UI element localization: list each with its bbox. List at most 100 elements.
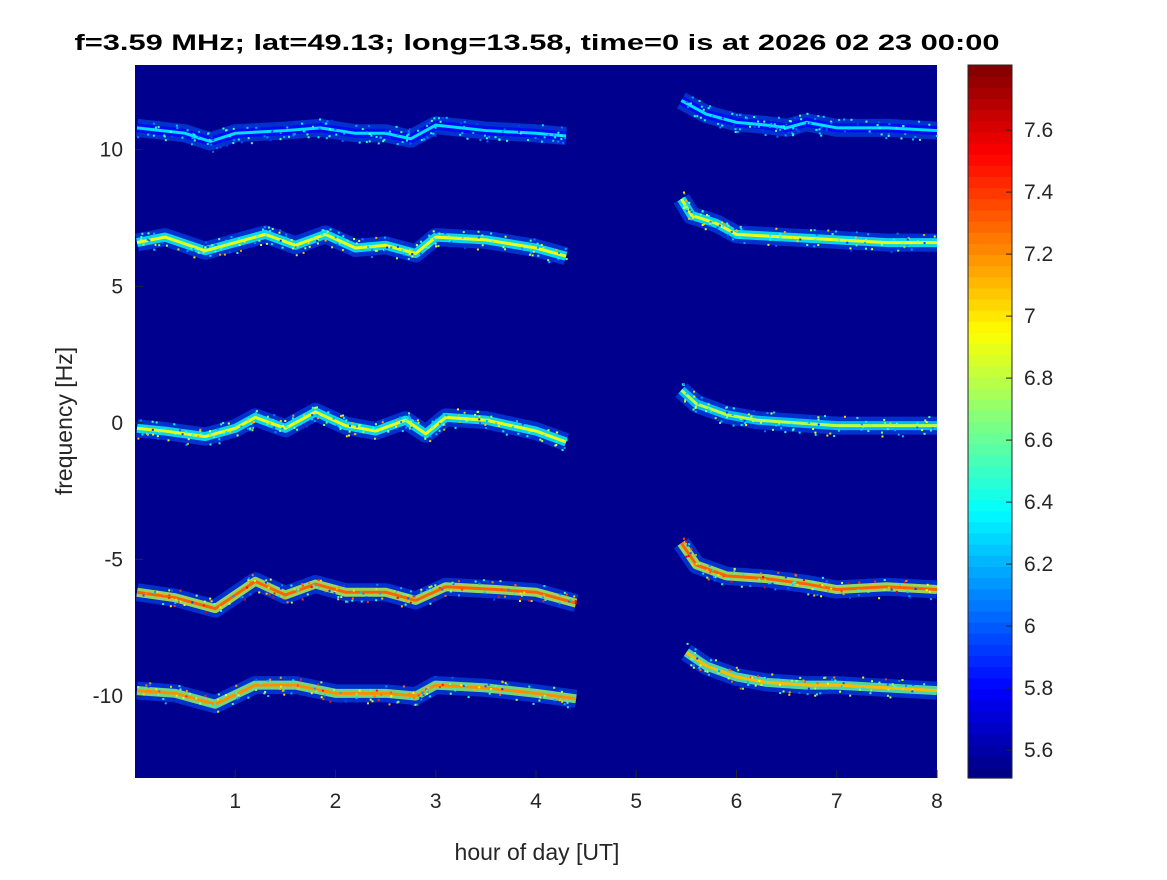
speckle xyxy=(460,684,463,687)
speckle xyxy=(382,140,385,143)
speckle xyxy=(759,572,762,575)
speckle xyxy=(353,238,356,241)
speckle xyxy=(531,254,534,257)
colorbar-segment xyxy=(968,310,1012,322)
speckle xyxy=(268,226,271,229)
speckle xyxy=(537,254,540,257)
trace-core xyxy=(136,579,577,611)
speckle xyxy=(259,682,262,685)
speckle xyxy=(216,147,219,150)
speckle xyxy=(503,128,506,131)
speckle xyxy=(928,123,931,126)
speckle xyxy=(400,605,403,608)
speckle xyxy=(771,673,774,676)
speckle xyxy=(733,567,736,570)
speckle xyxy=(798,431,801,434)
x-tick-label: 3 xyxy=(430,790,442,813)
speckle xyxy=(690,657,693,660)
speckle xyxy=(315,406,318,409)
speckle xyxy=(918,138,921,141)
speckle xyxy=(825,127,828,130)
speckle xyxy=(766,412,769,415)
speckle xyxy=(255,679,258,682)
speckle xyxy=(272,418,275,421)
speckle xyxy=(880,431,883,434)
speckle xyxy=(197,135,200,138)
speckle xyxy=(708,224,711,227)
speckle xyxy=(495,422,498,425)
speckle xyxy=(383,236,386,239)
speckle xyxy=(158,430,161,433)
speckle xyxy=(173,423,176,426)
speckle xyxy=(444,232,447,235)
speckle xyxy=(426,588,429,591)
speckle xyxy=(686,642,689,645)
speckle xyxy=(923,234,926,237)
speckle xyxy=(935,134,938,137)
colorbar-segment xyxy=(968,666,1012,679)
speckle xyxy=(706,214,709,217)
speckle xyxy=(445,116,448,119)
speckle xyxy=(267,584,270,587)
speckle xyxy=(526,435,529,438)
speckle xyxy=(834,679,837,682)
speckle xyxy=(717,574,720,577)
speckle xyxy=(407,597,410,600)
speckle xyxy=(807,687,810,690)
speckle xyxy=(682,541,685,544)
colorbar-segment xyxy=(968,87,1012,100)
speckle xyxy=(681,383,684,386)
speckle xyxy=(414,419,417,422)
speckle xyxy=(501,681,504,684)
speckle xyxy=(342,235,345,238)
speckle xyxy=(726,222,729,225)
colorbar-segment xyxy=(968,544,1012,556)
speckle xyxy=(311,406,314,409)
speckle xyxy=(349,251,352,254)
speckle xyxy=(870,689,873,692)
speckle xyxy=(909,242,912,245)
speckle xyxy=(816,593,819,596)
speckle xyxy=(933,235,936,238)
speckle xyxy=(729,111,732,114)
speckle xyxy=(336,243,339,246)
speckle xyxy=(307,241,310,244)
speckle xyxy=(768,126,771,129)
speckle xyxy=(731,414,734,417)
speckle xyxy=(225,129,228,132)
speckle xyxy=(557,257,560,260)
speckle xyxy=(839,690,842,693)
speckle xyxy=(174,432,177,435)
speckle xyxy=(406,594,409,597)
speckle xyxy=(488,136,491,139)
speckle xyxy=(862,425,865,428)
speckle xyxy=(461,236,464,239)
speckle xyxy=(890,588,893,591)
speckle xyxy=(177,248,180,251)
speckle xyxy=(153,248,156,251)
speckle xyxy=(698,99,701,102)
speckle xyxy=(220,609,223,612)
speckle xyxy=(396,245,399,248)
speckle xyxy=(390,246,393,249)
speckle xyxy=(362,592,365,595)
speckle xyxy=(697,402,700,405)
speckle xyxy=(878,681,881,684)
speckle xyxy=(547,259,550,262)
speckle xyxy=(432,132,435,135)
speckle xyxy=(814,687,817,690)
speckle xyxy=(817,423,820,426)
speckle xyxy=(887,133,890,136)
speckle xyxy=(710,410,713,413)
speckle xyxy=(405,426,408,429)
speckle xyxy=(791,679,794,682)
speckle xyxy=(911,688,914,691)
trace-right-7 xyxy=(673,191,937,254)
speckle xyxy=(321,120,324,123)
speckle xyxy=(409,421,412,424)
speckle xyxy=(910,248,913,251)
speckle xyxy=(751,676,754,679)
speckle xyxy=(683,383,686,386)
speckle xyxy=(741,687,744,690)
speckle xyxy=(777,678,780,681)
